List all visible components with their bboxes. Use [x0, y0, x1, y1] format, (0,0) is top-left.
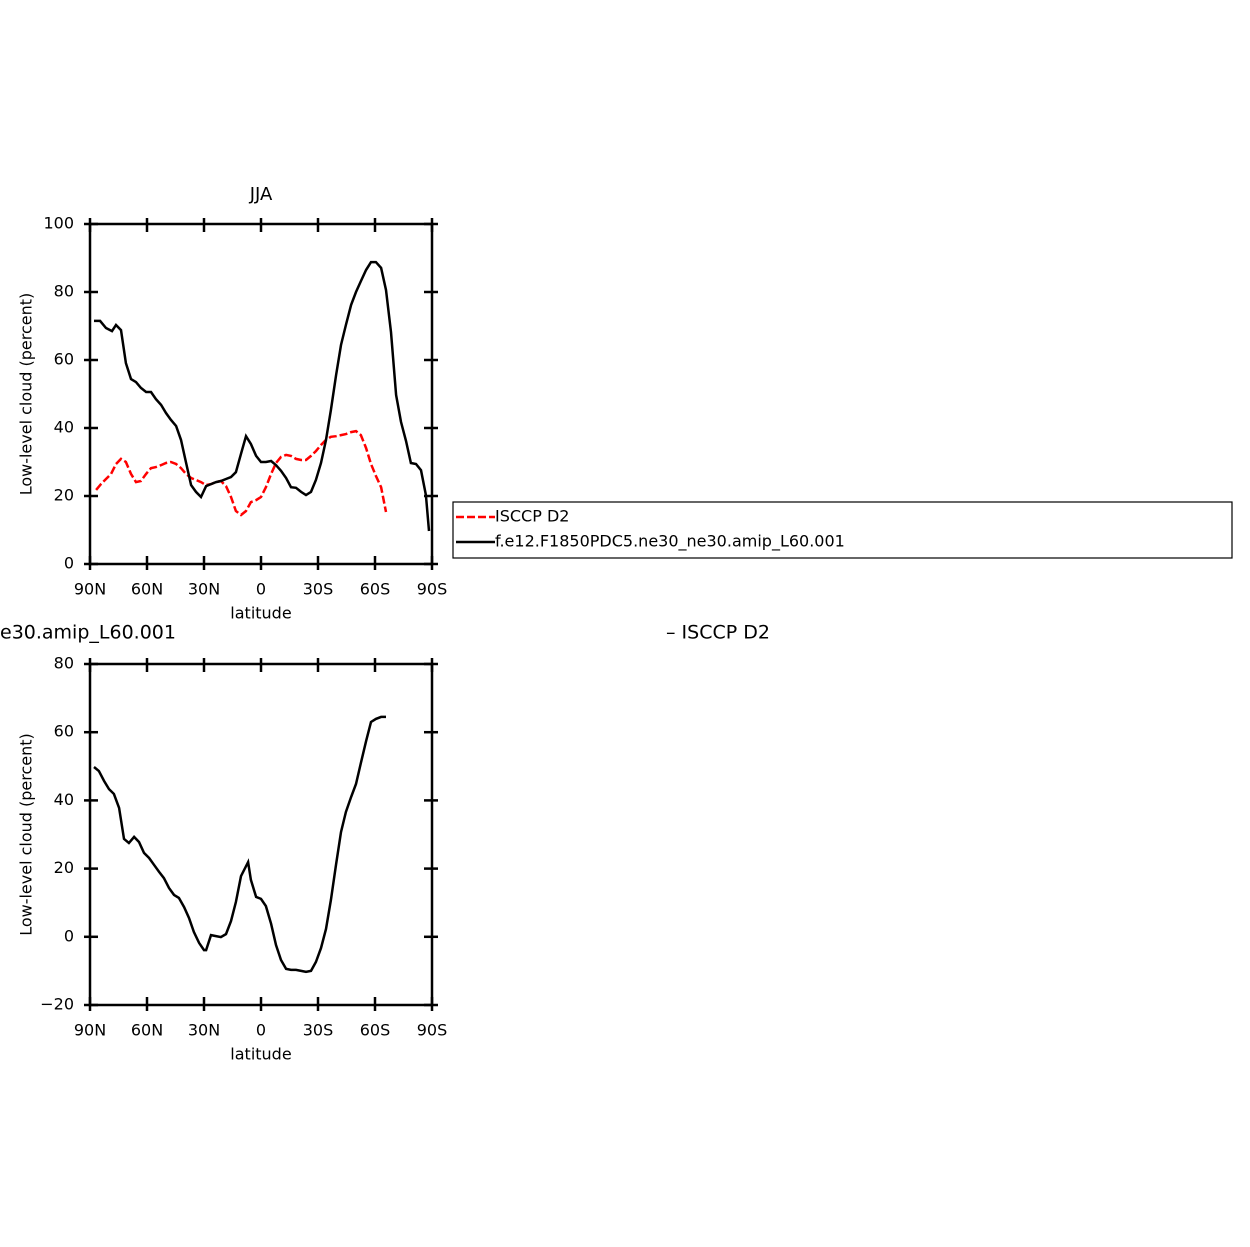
- legend-box: [452, 501, 1233, 559]
- y-tick-label: 100: [43, 214, 74, 233]
- x-tick-label: 60N: [131, 580, 163, 599]
- x-tick-label: 60N: [131, 1021, 163, 1040]
- x-tick-label: 30S: [303, 1021, 334, 1040]
- x-axis-label: latitude: [230, 1045, 291, 1064]
- data-line: [95, 429, 388, 517]
- x-tick-label: 90S: [417, 1021, 448, 1040]
- y-tick-label: 20: [54, 858, 74, 877]
- legend-label: f.e12.F1850PDC5.ne30_ne30.amip_L60.001: [495, 532, 845, 552]
- y-tick-label: 80: [54, 654, 74, 673]
- right-title: – ISCCP D2: [666, 622, 770, 644]
- x-tick-label: 60S: [360, 580, 391, 599]
- y-tick-label: 0: [64, 554, 74, 573]
- y-tick-label: 80: [54, 282, 74, 301]
- plot-frame: [88, 222, 434, 566]
- plot-frame: [88, 662, 434, 1007]
- x-axis-label: latitude: [230, 604, 291, 623]
- y-axis-label: Low-level cloud (percent): [17, 733, 36, 936]
- y-tick-label: 20: [54, 486, 74, 505]
- legend-label: ISCCP D2: [495, 507, 569, 526]
- y-tick-label: 40: [54, 418, 74, 437]
- y-tick-label: −20: [40, 995, 74, 1014]
- y-tick-label: 40: [54, 790, 74, 809]
- x-tick-label: 90S: [417, 580, 448, 599]
- y-tick-label: 60: [54, 722, 74, 741]
- x-tick-label: 90N: [74, 1021, 106, 1040]
- left-title: e30.amip_L60.001: [0, 622, 176, 644]
- data-line: [94, 260, 431, 532]
- x-tick-label: 30N: [188, 1021, 220, 1040]
- y-tick-label: 60: [54, 350, 74, 369]
- x-tick-label: 30S: [303, 580, 334, 599]
- x-tick-label: 0: [256, 1021, 266, 1040]
- chart-title: JJA: [249, 184, 273, 205]
- y-axis-label: Low-level cloud (percent): [17, 293, 36, 496]
- y-tick-label: 0: [64, 926, 74, 945]
- x-tick-label: 30N: [188, 580, 220, 599]
- x-tick-label: 60S: [360, 1021, 391, 1040]
- x-tick-label: 0: [256, 580, 266, 599]
- x-tick-label: 90N: [74, 580, 106, 599]
- data-line: [93, 715, 386, 974]
